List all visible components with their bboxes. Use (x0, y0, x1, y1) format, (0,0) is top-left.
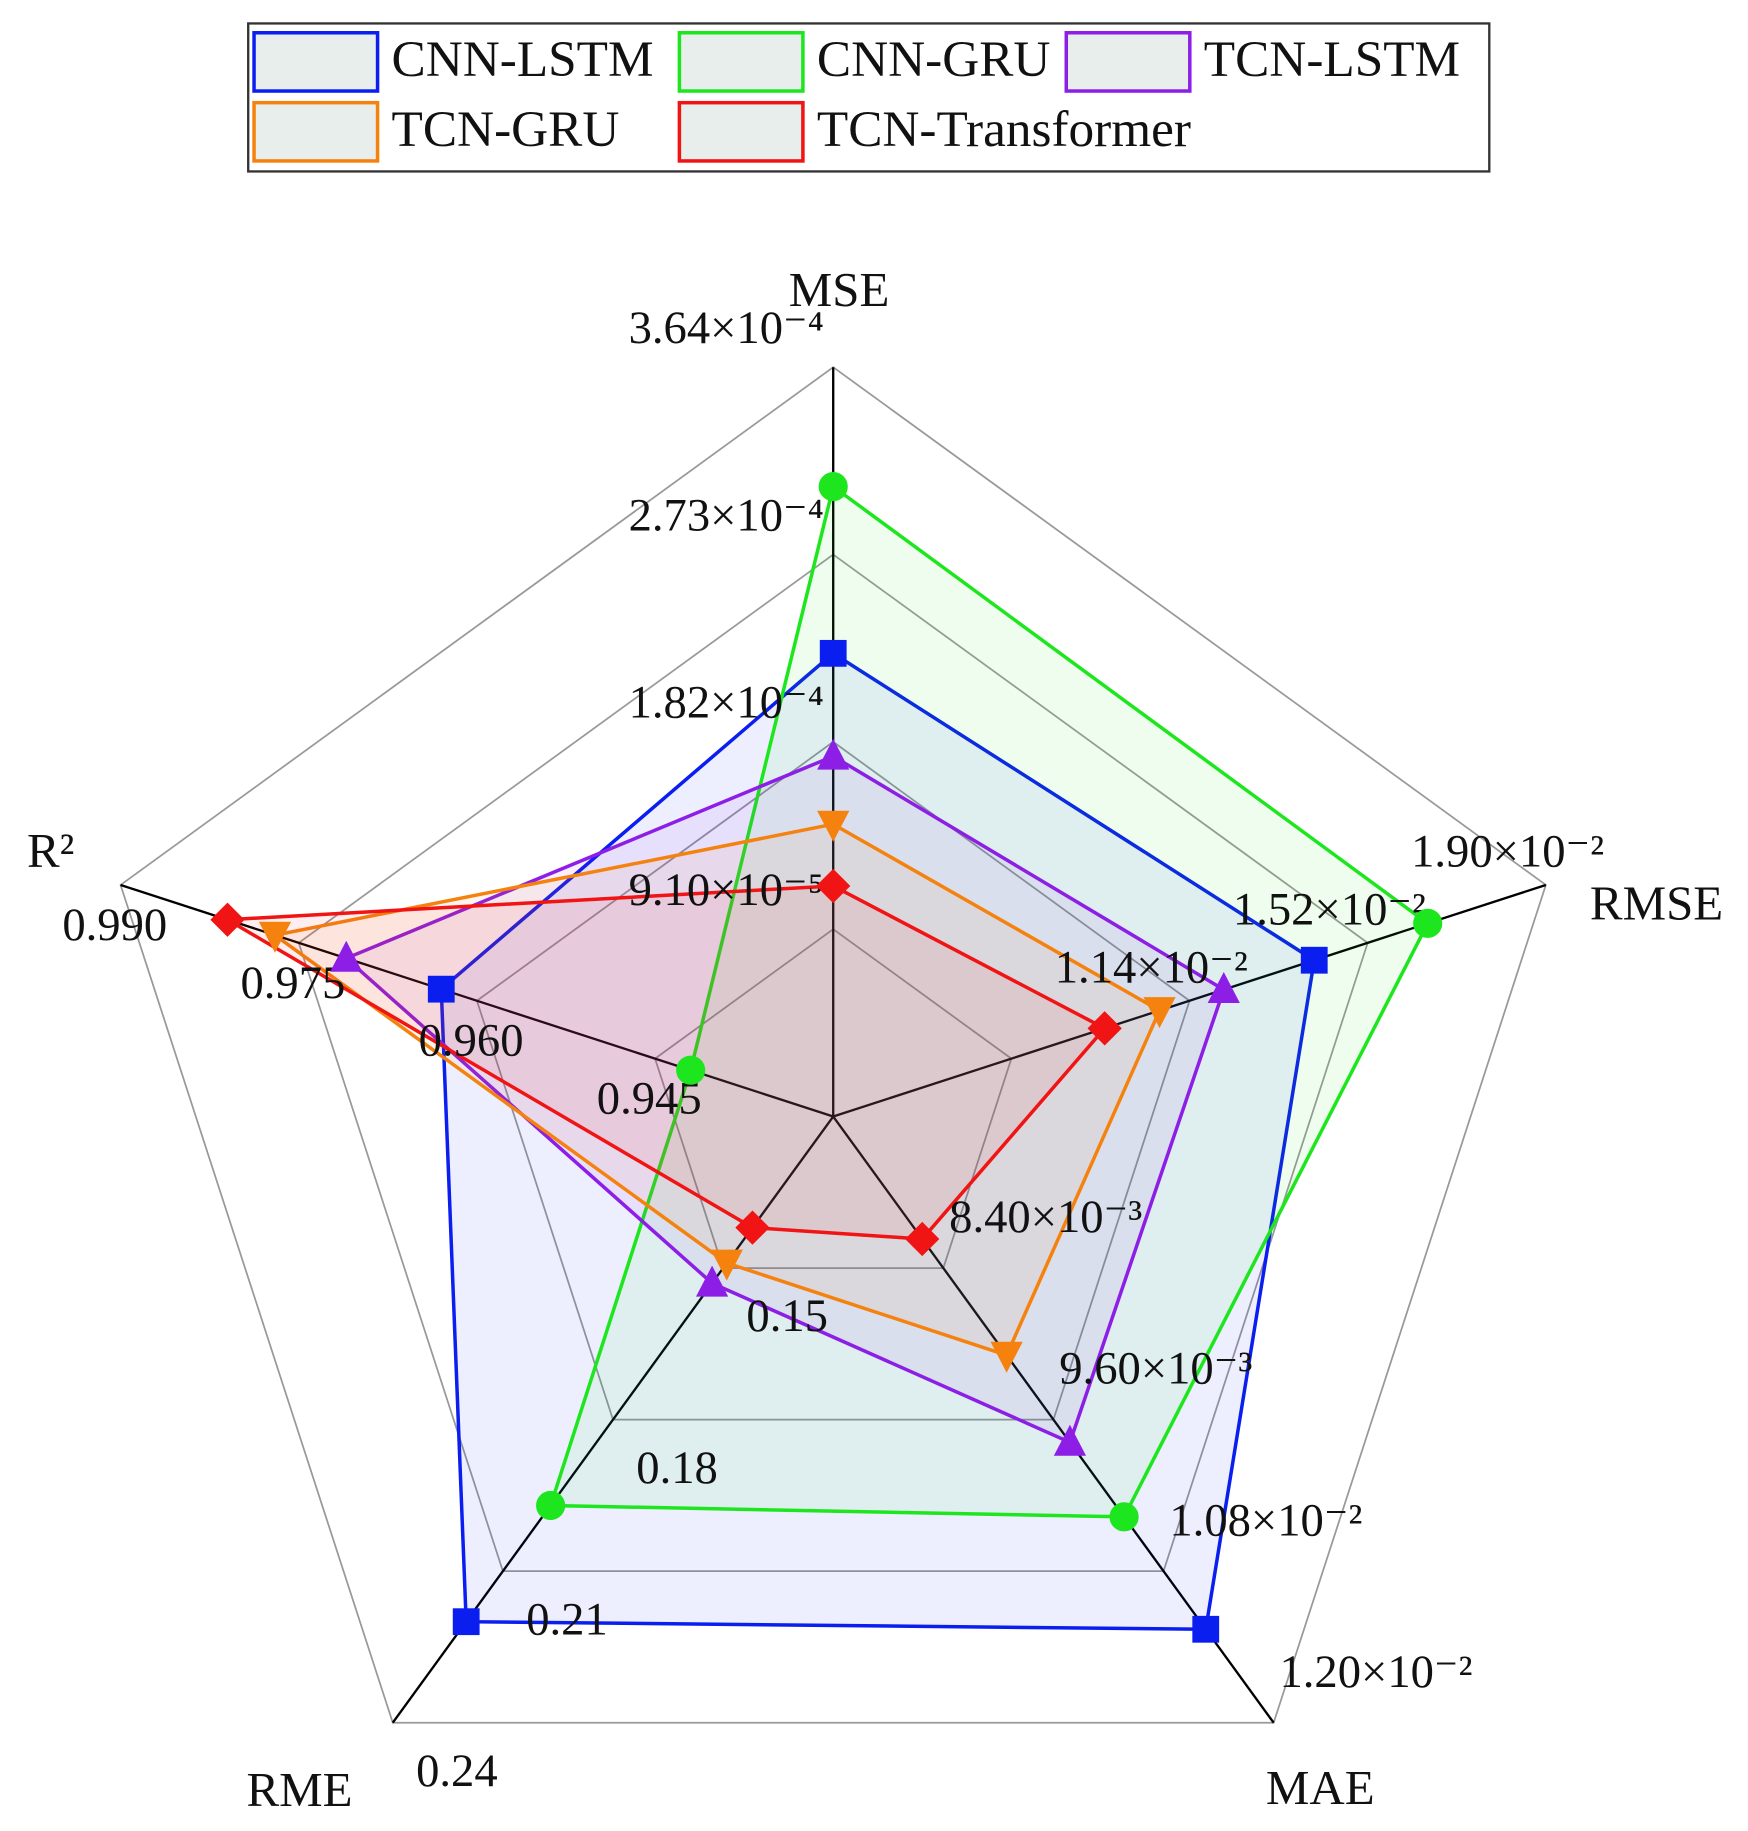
axis-name: MSE (789, 262, 890, 317)
data-point (1192, 1615, 1220, 1643)
data-point (818, 472, 848, 502)
axis-name: RME (247, 1762, 353, 1817)
axis-name: RMSE (1590, 876, 1723, 931)
tick-label: 1.52×10⁻² (1233, 883, 1426, 935)
tick-label: 3.64×10⁻⁴ (629, 302, 824, 354)
tick-label: 0.21 (526, 1593, 608, 1645)
data-point (905, 1221, 940, 1257)
data-point (427, 975, 455, 1003)
data-point (819, 639, 847, 667)
grid-ring (475, 740, 1191, 1421)
data-point (710, 1249, 743, 1281)
data-point (330, 940, 363, 972)
data-point (735, 1210, 770, 1245)
series-area (548, 483, 1430, 1519)
data-point (1109, 1502, 1139, 1532)
data-point (817, 810, 850, 842)
tick-label: 9.60×10⁻³ (1059, 1343, 1252, 1395)
tick-label: 0.18 (636, 1442, 718, 1494)
tick-label: 0.975 (240, 957, 345, 1009)
tick-label: 1.20×10⁻² (1279, 1646, 1472, 1698)
tick-label: 0.24 (416, 1745, 498, 1797)
data-point (1413, 908, 1443, 938)
data-point (816, 868, 851, 904)
legend-label: CNN-LSTM (392, 31, 654, 88)
data-point (258, 921, 292, 953)
data-point (1087, 1011, 1122, 1046)
tick-label: 0.960 (419, 1015, 524, 1067)
legend-swatch (252, 31, 380, 93)
legend-swatch (1064, 31, 1192, 93)
data-point (695, 1265, 729, 1297)
data-point (210, 902, 245, 937)
tick-label: 0.15 (746, 1290, 828, 1342)
data-point (817, 738, 850, 770)
legend-swatch (677, 31, 805, 93)
legend-label: TCN-LSTM (1204, 31, 1460, 88)
data-point (1143, 997, 1176, 1029)
data-point (1300, 946, 1328, 974)
grid-ring (119, 366, 1547, 1724)
legend-swatch (677, 100, 805, 163)
legend-swatch (252, 100, 380, 163)
legend-label: TCN-Transformer (817, 101, 1191, 158)
series-area (342, 754, 1226, 1445)
data-point (452, 1608, 480, 1636)
tick-label: 1.82×10⁻⁴ (629, 677, 824, 729)
grid-ring (654, 928, 1013, 1269)
tick-label: 0.990 (62, 899, 167, 951)
data-point (1053, 1424, 1087, 1456)
data-point (536, 1490, 566, 1521)
series-area (221, 884, 1108, 1241)
axis-name: MAE (1266, 1760, 1375, 1815)
legend-box (247, 22, 1491, 173)
legend-label: CNN-GRU (817, 31, 1051, 88)
axis-name: R² (27, 823, 74, 878)
tick-label: 1.08×10⁻² (1169, 1494, 1362, 1546)
legend-label: TCN-GRU (392, 101, 620, 158)
tick-label: 8.40×10⁻³ (949, 1191, 1142, 1243)
grid-ring (297, 553, 1369, 1573)
tick-label: 2.73×10⁻⁴ (629, 489, 824, 541)
tick-label: 9.10×10⁻⁵ (629, 864, 824, 916)
data-point (990, 1341, 1023, 1373)
data-point (676, 1055, 706, 1085)
tick-label: 1.14×10⁻² (1055, 941, 1248, 993)
data-point (1207, 972, 1240, 1004)
tick-label: 1.90×10⁻² (1411, 826, 1604, 878)
